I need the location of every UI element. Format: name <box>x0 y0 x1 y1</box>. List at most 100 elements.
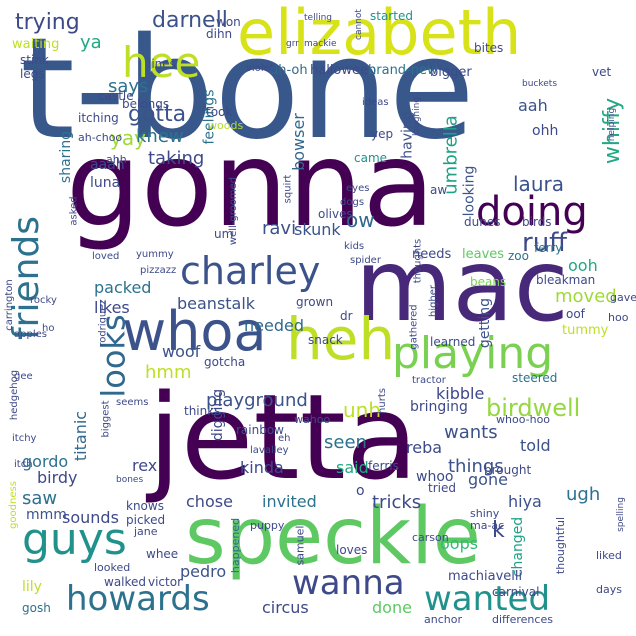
word: heh <box>286 305 396 373</box>
word: ah-choo <box>78 131 123 144</box>
word: gee <box>14 371 33 382</box>
word: hoo <box>608 311 629 324</box>
word: elizabeth <box>237 0 522 69</box>
word: tummy <box>562 323 609 338</box>
word: well-groomed <box>228 176 240 246</box>
word: took <box>206 105 233 119</box>
word: sharing <box>58 130 75 184</box>
word: rodriguez <box>97 299 109 347</box>
word: rainbow <box>236 423 284 437</box>
word: wanna <box>292 563 405 603</box>
word: differences <box>492 613 553 626</box>
word: says <box>108 76 149 97</box>
word: dunes <box>464 215 501 229</box>
word: samuel <box>293 525 307 566</box>
word: knew <box>136 126 184 147</box>
word: lines <box>148 57 176 71</box>
word: seems <box>116 397 149 408</box>
word: violet <box>246 63 274 74</box>
word: bigger <box>430 65 472 80</box>
word: days <box>596 583 622 596</box>
word: um <box>214 227 234 241</box>
word: likes <box>94 298 130 317</box>
word: saw <box>22 488 58 509</box>
word: castle <box>98 89 134 103</box>
word: hee <box>122 38 201 87</box>
word: looking <box>461 165 478 217</box>
word: apples <box>14 329 47 340</box>
word: playing <box>392 328 554 379</box>
word: hurts <box>376 388 388 414</box>
word: bones <box>116 475 144 485</box>
word: brought <box>484 463 532 477</box>
word: gonna <box>66 115 435 253</box>
word: thinks <box>184 404 221 418</box>
word: mmm <box>26 507 67 523</box>
word: hiya <box>508 492 542 511</box>
word: kinda <box>240 458 284 477</box>
word: gave <box>610 291 636 304</box>
word: mac <box>355 227 569 344</box>
word: speckle <box>185 492 481 582</box>
word: carrington <box>3 279 15 331</box>
word: needs <box>412 247 452 262</box>
word: ugh <box>566 484 601 505</box>
word: carnival <box>492 585 540 599</box>
word: wanted <box>424 579 551 619</box>
word: cannot <box>353 9 364 40</box>
word: goodness <box>7 481 19 529</box>
word: yay <box>110 126 146 150</box>
word: ruff <box>522 228 568 258</box>
word: pedro <box>180 562 227 581</box>
word: ideas <box>362 97 389 108</box>
word: picked <box>126 513 166 527</box>
word: ahh <box>106 153 127 166</box>
word: seen <box>324 432 367 453</box>
word: bleakman <box>536 273 596 287</box>
word: ooh <box>568 256 598 275</box>
word: vet <box>592 65 612 79</box>
word: loves <box>336 543 368 557</box>
word: stink <box>20 53 49 67</box>
word: bringing <box>410 399 468 415</box>
word: squirt <box>282 174 294 204</box>
word: woods <box>208 119 244 132</box>
word: dr <box>340 309 353 323</box>
word: puppy <box>250 519 285 532</box>
word: loved <box>92 251 120 262</box>
word: leaves <box>462 247 505 262</box>
word: thoughtful <box>554 516 568 575</box>
word: eh <box>278 433 291 444</box>
word: kids <box>344 241 365 252</box>
word: brand-new <box>368 63 438 78</box>
word: itching <box>78 111 119 125</box>
word: trying <box>15 10 80 35</box>
word: knows <box>126 499 164 513</box>
word: jetta <box>148 368 419 506</box>
word: steered <box>512 371 558 385</box>
word: spelling <box>615 497 626 532</box>
word: doing <box>476 189 588 235</box>
word: guys <box>22 514 127 565</box>
word: whee <box>146 547 179 561</box>
word: lily <box>22 579 42 595</box>
word: tricks <box>372 492 422 513</box>
word: ho <box>42 323 55 334</box>
word: itch <box>14 459 33 470</box>
word: jane <box>134 525 158 538</box>
word: halloween <box>310 63 377 78</box>
word: grr <box>286 39 299 49</box>
word: oops <box>440 534 479 553</box>
word: walked <box>104 575 147 589</box>
word: titanic <box>71 410 91 462</box>
word: anchor <box>424 613 462 626</box>
word: aaah <box>90 157 125 173</box>
word: spider <box>350 255 381 266</box>
word: laura <box>513 172 564 196</box>
word: grown <box>296 295 334 309</box>
word: biggest <box>100 400 112 438</box>
word: wants <box>444 422 498 443</box>
word: birds <box>522 215 552 229</box>
word: dihn <box>206 27 233 41</box>
